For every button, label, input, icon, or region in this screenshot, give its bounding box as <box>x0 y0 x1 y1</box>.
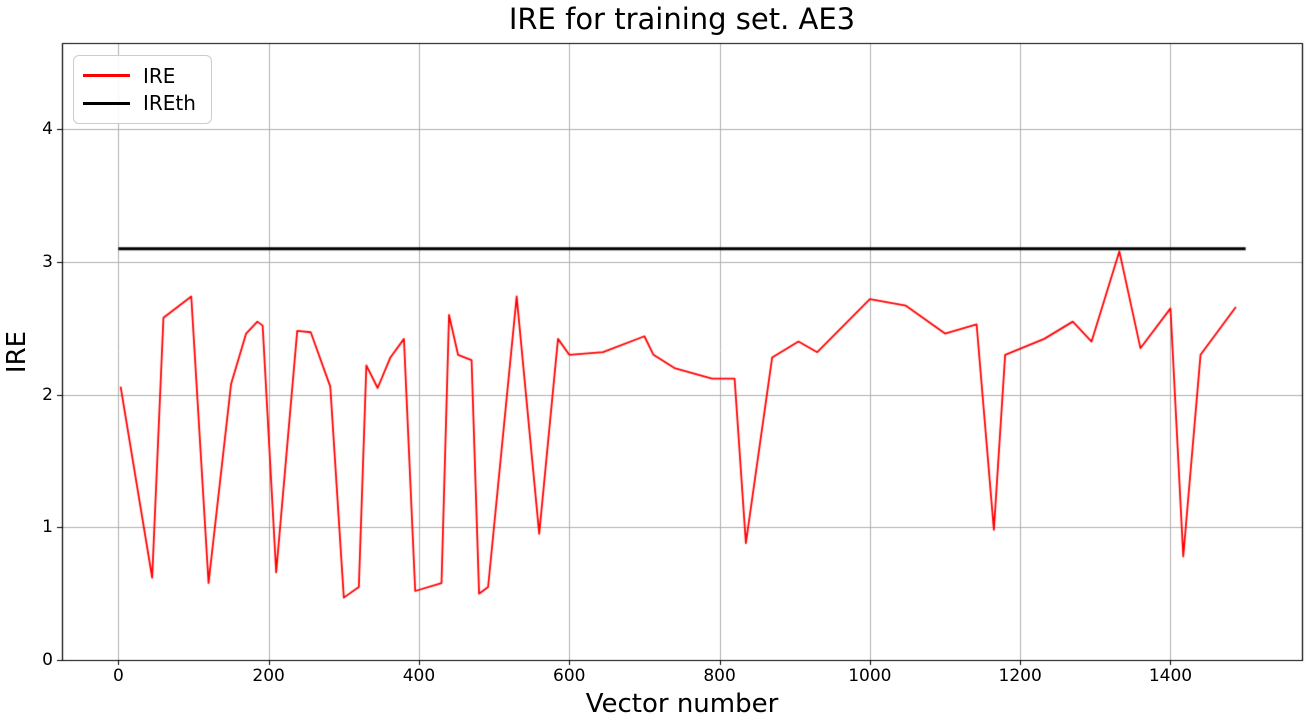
ire-line-sample <box>83 74 130 78</box>
legend-label-ireth: IREth <box>143 91 196 116</box>
y-tick-label-0: 0 <box>42 650 53 670</box>
x-axis-label: Vector number <box>585 689 779 719</box>
y-axis-label: IRE <box>2 330 32 374</box>
x-tick-label-1000: 1000 <box>848 666 892 686</box>
x-tick-label-0: 0 <box>112 666 124 686</box>
y-tick-label-1: 1 <box>42 517 53 538</box>
y-tick-label-2: 2 <box>42 384 53 405</box>
x-tick-label-800: 800 <box>703 666 736 686</box>
x-tick-label-400: 400 <box>402 666 436 686</box>
y-tick-label-3: 3 <box>42 251 53 272</box>
x-tick-label-1400: 1400 <box>1148 666 1193 686</box>
chart-title: IRE for training set. AE3 <box>508 2 856 36</box>
y-tick-label-4: 4 <box>42 119 53 140</box>
legend: IRE IREth <box>73 55 212 124</box>
x-tick-label-200: 200 <box>252 666 285 686</box>
x-tick-label-1200: 1200 <box>998 666 1042 686</box>
x-tick-label-600: 600 <box>553 666 586 686</box>
legend-item-ire: IRE <box>74 64 211 88</box>
ireth-line-sample <box>83 101 130 105</box>
legend-label-ire: IRE <box>143 63 176 88</box>
legend-item-ireth: IREth <box>74 91 211 115</box>
